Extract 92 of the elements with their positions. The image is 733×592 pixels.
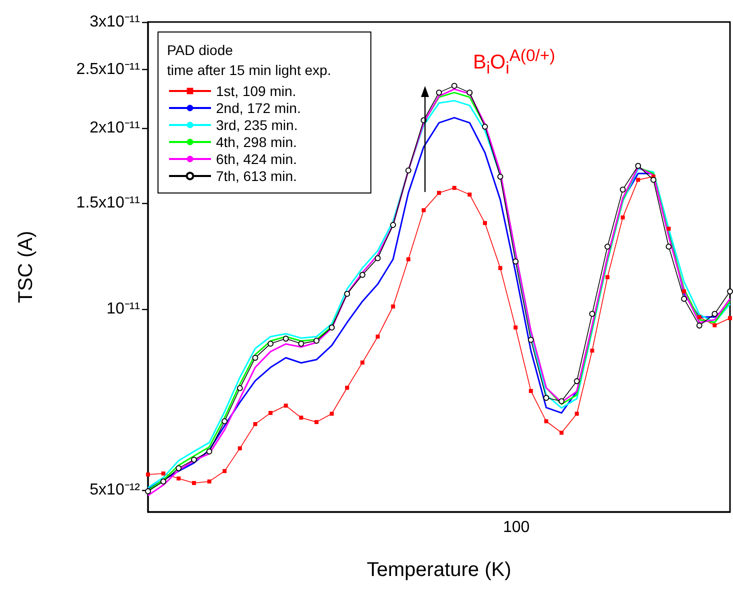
legend-label: 7th, 613 min.: [216, 168, 297, 184]
point: [482, 124, 488, 130]
point: [176, 465, 182, 472]
point: [145, 488, 151, 494]
point: [161, 472, 166, 476]
point: [314, 338, 320, 344]
point: [468, 192, 472, 197]
point: [620, 215, 625, 220]
y-tick-label: 3x10⁻¹¹: [90, 14, 140, 30]
point: [604, 244, 610, 250]
legend-label: 3rd, 235 min.: [216, 117, 298, 133]
point: [728, 316, 732, 320]
point: [359, 272, 366, 278]
point: [514, 325, 518, 330]
point: [252, 354, 258, 361]
point: [528, 388, 533, 393]
point: [236, 385, 243, 392]
point: [558, 398, 564, 404]
x-axis-title: Temperature (K): [366, 559, 512, 581]
point: [528, 336, 534, 343]
point: [282, 336, 289, 342]
y-tick-label: 5x10⁻¹²: [90, 482, 141, 499]
point: [422, 208, 426, 212]
point: [268, 410, 273, 415]
legend-label: 1st, 109 min.: [216, 83, 296, 99]
point: [666, 226, 671, 231]
y-tick-label: 2.5x10⁻¹¹: [76, 61, 140, 78]
point: [160, 478, 166, 484]
point: [391, 304, 396, 308]
point: [574, 378, 580, 384]
point: [437, 190, 441, 195]
point: [497, 174, 504, 180]
point: [191, 456, 197, 463]
point: [682, 289, 686, 294]
point: [330, 412, 334, 416]
point: [436, 90, 442, 96]
y-axis-title: TSC (A): [15, 230, 37, 304]
point: [192, 480, 196, 485]
y-tick-label: 1.5x10⁻¹¹: [76, 194, 140, 212]
point: [299, 416, 304, 420]
text: 100: [503, 519, 530, 537]
point: [222, 418, 228, 424]
point: [620, 186, 626, 192]
legend-label: 6th, 424 min.: [216, 151, 297, 167]
point: [253, 422, 258, 426]
y-tick-label: 2x10⁻¹¹: [90, 119, 140, 136]
point: [589, 310, 596, 317]
point: [207, 479, 212, 484]
point: [696, 322, 702, 328]
point: [666, 244, 672, 250]
point: [451, 82, 458, 89]
point: [681, 296, 688, 302]
point: [544, 419, 548, 424]
point: [314, 420, 318, 424]
point: [176, 476, 181, 480]
point: [146, 472, 150, 476]
point: [344, 290, 350, 297]
point: [727, 288, 733, 294]
legend-title: PAD diode time after 15 min light exp.: [167, 41, 332, 80]
point: [405, 167, 412, 174]
point: [238, 446, 242, 450]
point: [498, 266, 502, 270]
point: [512, 258, 519, 264]
point: [376, 334, 380, 339]
legend-label: 2nd, 172 min.: [216, 100, 301, 116]
point: [345, 386, 350, 390]
point: [206, 448, 212, 454]
point: [374, 255, 381, 262]
point: [298, 340, 304, 347]
point: [712, 323, 717, 328]
point: [560, 430, 564, 435]
point: [328, 324, 335, 330]
point: [697, 315, 702, 320]
point: [605, 275, 610, 280]
point: [360, 360, 364, 365]
point: [543, 394, 550, 401]
point: [574, 412, 579, 416]
point: [390, 222, 396, 228]
point: [635, 162, 642, 169]
y-tick-label: 10⁻¹¹: [106, 300, 140, 318]
point: [222, 469, 227, 474]
legend-label: 4th, 298 min.: [216, 134, 297, 150]
point: [466, 90, 473, 96]
point: [268, 340, 274, 347]
point: [712, 310, 718, 317]
point: [650, 176, 656, 183]
point: [590, 348, 594, 353]
point: [452, 186, 456, 190]
point: [406, 257, 410, 262]
point: [482, 221, 487, 226]
point: [284, 404, 288, 408]
point: [636, 178, 640, 182]
